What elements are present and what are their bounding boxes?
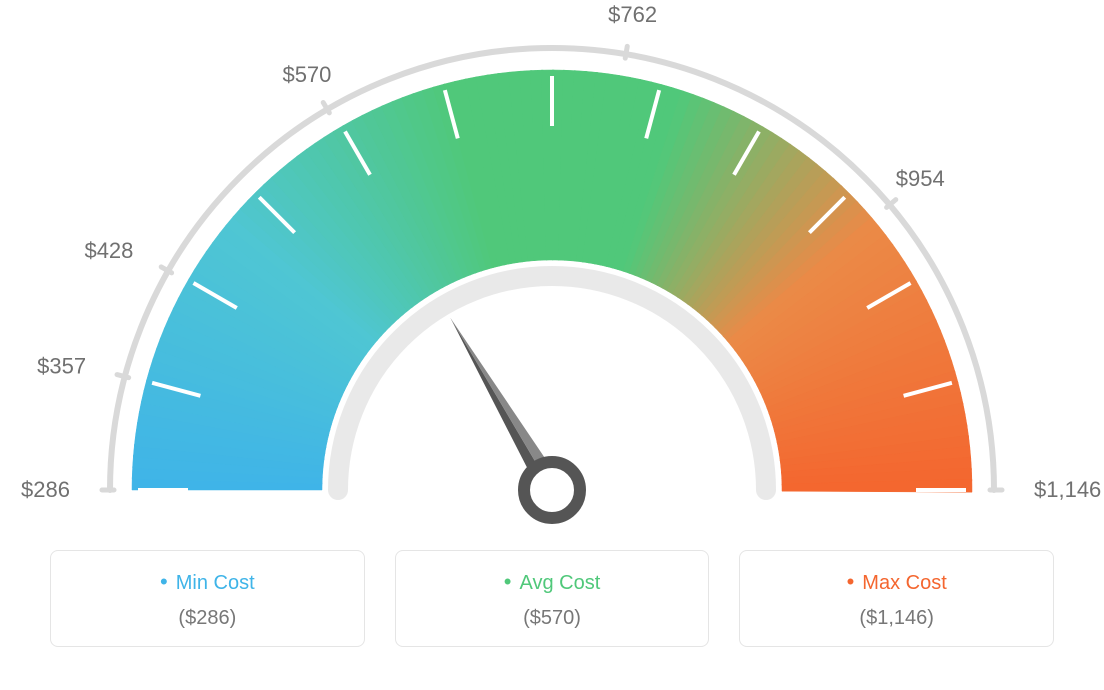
legend-max-value: ($1,146) (750, 607, 1043, 630)
gauge-chart: $286 $357 $428 $570 $762 $954 $1,146 (0, 0, 1104, 540)
svg-text:$286: $286 (21, 477, 70, 502)
legend-card-min: Min Cost ($286) (50, 550, 365, 647)
legend-card-max: Max Cost ($1,146) (739, 550, 1054, 647)
legend-row: Min Cost ($286) Avg Cost ($570) Max Cost… (0, 550, 1104, 647)
legend-avg-label: Avg Cost (406, 569, 699, 595)
svg-text:$428: $428 (84, 238, 133, 263)
chart-container: $286 $357 $428 $570 $762 $954 $1,146 Min Cost … (0, 0, 1104, 690)
legend-card-avg: Avg Cost ($570) (395, 550, 710, 647)
svg-text:$357: $357 (37, 353, 86, 378)
legend-avg-value: ($570) (406, 607, 699, 630)
svg-text:$1,146: $1,146 (1034, 477, 1101, 502)
svg-text:$954: $954 (896, 166, 945, 191)
legend-min-label: Min Cost (61, 569, 354, 595)
svg-text:$762: $762 (608, 2, 657, 27)
legend-max-label: Max Cost (750, 569, 1043, 595)
svg-text:$570: $570 (282, 62, 331, 87)
legend-min-value: ($286) (61, 607, 354, 630)
